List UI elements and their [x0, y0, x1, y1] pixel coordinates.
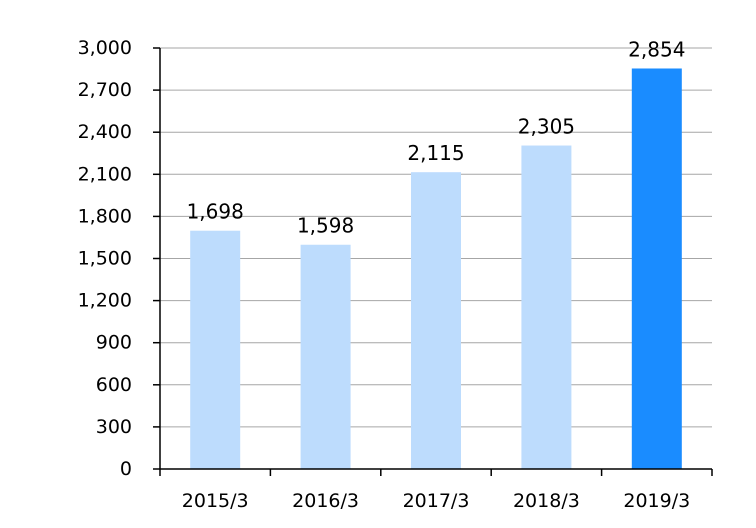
y-tick-label: 2,700	[78, 79, 132, 101]
bar-value-label: 2,305	[518, 115, 575, 139]
bar-value-label: 1,598	[297, 214, 354, 238]
bar-2019-3	[631, 68, 682, 469]
bar-2018-3	[521, 145, 572, 469]
bar-2017-3	[411, 172, 461, 469]
bar-2016-3	[300, 244, 351, 469]
axes	[153, 47, 713, 476]
y-tick-label: 3,000	[78, 37, 132, 59]
x-tick-label: 2018/3	[513, 490, 580, 512]
bar-value-label: 2,854	[628, 37, 685, 61]
x-axis-tick-labels: 2015/3 2016/3 2017/3 2018/3 2019/3	[182, 490, 690, 512]
y-tick-label: 0	[120, 458, 132, 480]
x-tick-label: 2019/3	[623, 490, 690, 512]
x-tick-label: 2015/3	[182, 490, 249, 512]
y-tick-label: 300	[96, 416, 132, 438]
bar-2015-3	[190, 230, 241, 469]
bars	[190, 68, 682, 469]
y-tick-label: 600	[96, 374, 132, 396]
bar-value-label: 1,698	[187, 200, 244, 224]
bar-value-labels: 1,698 1,598 2,115 2,305 2,854	[187, 37, 686, 237]
y-tick-label: 2,100	[78, 163, 132, 185]
y-tick-label: 1,200	[78, 290, 132, 312]
y-tick-label: 900	[96, 332, 132, 354]
y-tick-label: 1,500	[78, 248, 132, 270]
y-tick-label: 1,800	[78, 205, 132, 227]
y-tick-label: 2,400	[78, 121, 132, 143]
bar-value-label: 2,115	[407, 141, 464, 165]
x-tick-label: 2016/3	[292, 490, 359, 512]
y-axis-tick-labels: 0 300 600 900 1,200 1,500 1,800 2,100 2,400 2,700…	[78, 37, 132, 480]
x-tick-label: 2017/3	[403, 490, 470, 512]
